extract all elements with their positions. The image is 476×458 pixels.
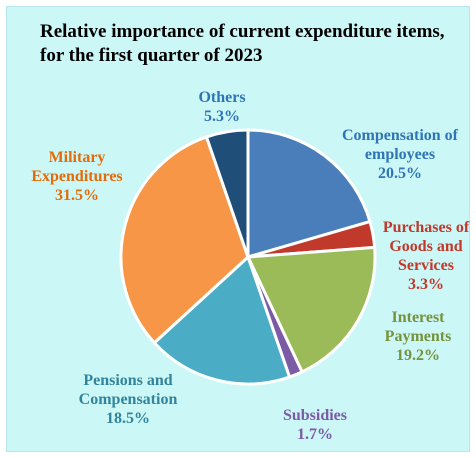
slice-percent: 20.5% [378, 165, 422, 182]
slice-label-1: Compensation of employees 20.5% [342, 127, 459, 182]
slice-label-7: Others 5.3% [198, 89, 245, 125]
slice-label-3: Interest Payments 19.2% [385, 309, 452, 364]
slice-name-line: Expenditures [31, 168, 122, 185]
slice-percent: 31.5% [55, 187, 99, 204]
pie-slice-3 [245, 245, 377, 374]
slice-name-line: Others [198, 89, 245, 106]
pie-slice-6 [119, 135, 250, 345]
slice-label-6: Military Expenditures 31.5% [31, 149, 122, 204]
slice-percent: 18.5% [106, 410, 150, 427]
slice-name-line: Compensation of [342, 127, 459, 144]
slice-name-line: Military [49, 149, 106, 166]
slice-percent: 1.7% [297, 426, 333, 443]
slice-name-line: Services [398, 257, 454, 274]
slice-name-line: Interest [391, 309, 445, 326]
pie-slice-5 [152, 254, 292, 386]
slice-name-line: Payments [385, 328, 452, 345]
slice-name-line: Goods and [389, 238, 462, 255]
pie-slice-7 [204, 128, 250, 258]
slice-label-4: Subsidies 1.7% [283, 407, 347, 443]
slice-name-line: Compensation [79, 391, 178, 408]
slice-label-5: Pensions and Compensation 18.5% [79, 372, 178, 427]
slice-name-line: employees [365, 146, 435, 163]
slice-name-line: Purchases of [383, 219, 470, 236]
slice-percent: 19.2% [396, 347, 440, 364]
slice-percent: 5.3% [204, 108, 240, 125]
slice-percent: 3.3% [408, 276, 444, 293]
pie-slice-1 [246, 128, 372, 259]
slice-name-line: Pensions and [83, 372, 172, 389]
slice-label-2: Purchases of Goods and Services 3.3% [383, 219, 470, 293]
slice-name-line: Subsidies [283, 407, 347, 424]
chart-title: Relative importance of current expenditu… [40, 21, 445, 66]
